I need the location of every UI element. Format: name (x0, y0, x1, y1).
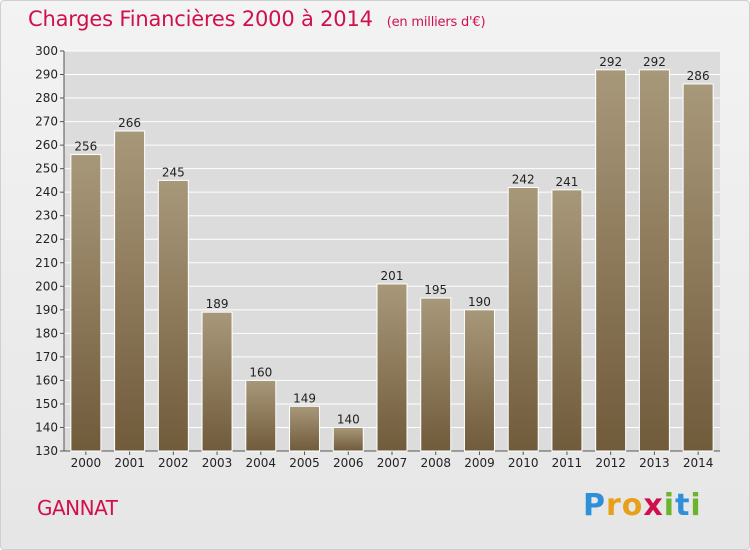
chart-title-text: Charges Financières 2000 à 2014 (28, 7, 373, 31)
x-tick-label: 2008 (420, 456, 451, 470)
y-tick-label: 270 (35, 115, 58, 129)
x-tick-label: 2000 (71, 456, 102, 470)
y-tick-label: 170 (35, 350, 58, 364)
chart-title: Charges Financières 2000 à 2014 (en milli… (28, 7, 486, 31)
y-tick-label: 230 (35, 209, 58, 223)
y-tick-label: 280 (35, 91, 58, 105)
data-labels: 256 266 245 189 160 149 140 201 195 190 242 241 292 2… (74, 55, 709, 427)
data-label: 256 (74, 140, 97, 154)
bar (245, 379, 277, 452)
x-tick-label: 2001 (114, 456, 145, 470)
logo-letter: P (583, 488, 606, 523)
y-tick-label: 140 (35, 420, 58, 434)
bar (157, 179, 189, 452)
data-label: 241 (555, 175, 578, 189)
bar (420, 297, 452, 452)
y-tick-labels: 130 140 150 160 170 180 190 200 210 220 230 240 250 2… (35, 44, 58, 458)
x-tick-label: 2005 (289, 456, 320, 470)
y-tick-label: 130 (35, 444, 58, 458)
x-tick-label: 2009 (464, 456, 495, 470)
x-tick-label: 2014 (683, 456, 714, 470)
y-tick-label: 240 (35, 185, 58, 199)
data-label: 242 (512, 172, 535, 186)
data-label: 140 (337, 412, 360, 426)
bars (70, 69, 714, 452)
data-label: 201 (381, 269, 404, 283)
data-label: 190 (468, 295, 491, 309)
x-tick-label: 2007 (377, 456, 408, 470)
proxiti-logo: Proxiti (583, 488, 702, 523)
chart-subtitle: (en milliers d'€) (386, 15, 486, 30)
y-tick-label: 250 (35, 162, 58, 176)
y-tick-label: 290 (35, 68, 58, 82)
bar (638, 69, 670, 452)
city-name: GANNAT (37, 496, 118, 520)
bar (376, 283, 408, 452)
bar (114, 130, 146, 452)
y-tick-label: 180 (35, 326, 58, 340)
logo-letter: x (643, 488, 664, 523)
x-tick-label: 2006 (333, 456, 364, 470)
x-tick-label: 2012 (595, 456, 626, 470)
y-tick-label: 190 (35, 303, 58, 317)
bar (507, 186, 539, 452)
bar (201, 311, 233, 452)
logo-letter: i (663, 488, 676, 523)
logo-letter: o (621, 488, 644, 523)
bar (70, 154, 102, 452)
bar (463, 309, 495, 452)
x-tick-label: 2002 (158, 456, 189, 470)
bar (332, 426, 364, 452)
data-label: 286 (687, 69, 710, 83)
x-tick-labels: 2000 2001 2002 2003 2004 2005 2006 2007 2008 2009… (71, 456, 714, 470)
data-label: 292 (643, 55, 666, 69)
logo-letter: i (690, 488, 702, 523)
data-label: 149 (293, 391, 316, 405)
y-tick-label: 150 (35, 397, 58, 411)
y-tick-label: 160 (35, 373, 58, 387)
bar (551, 189, 583, 452)
logo-letter: r (606, 488, 622, 523)
x-tick-label: 2003 (202, 456, 233, 470)
data-label: 266 (118, 116, 141, 130)
x-tick-label: 2013 (639, 456, 670, 470)
data-label: 245 (162, 165, 185, 179)
data-label: 195 (424, 283, 447, 297)
x-tick-label: 2010 (508, 456, 539, 470)
data-label: 160 (249, 365, 272, 379)
x-tick-label: 2004 (246, 456, 277, 470)
bar (595, 69, 627, 452)
data-label: 189 (206, 297, 229, 311)
bar (289, 405, 321, 452)
x-tick-label: 2011 (552, 456, 583, 470)
bar (682, 83, 714, 452)
y-tick-label: 300 (35, 44, 58, 58)
logo-letter: t (675, 488, 691, 523)
data-label: 292 (599, 55, 622, 69)
y-tick-label: 200 (35, 279, 58, 293)
y-tick-label: 220 (35, 232, 58, 246)
y-tick-label: 260 (35, 138, 58, 152)
y-tick-label: 210 (35, 256, 58, 270)
